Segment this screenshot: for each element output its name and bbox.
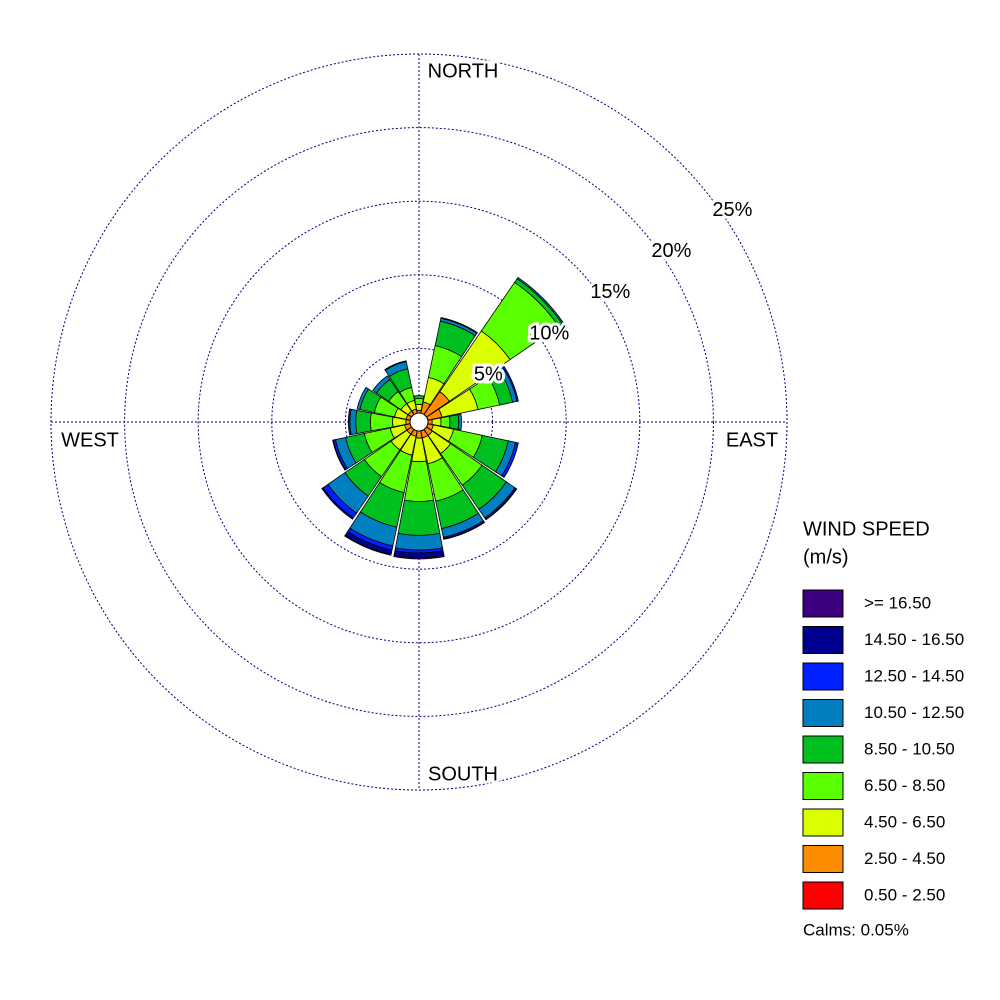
compass-label: NORTH (428, 60, 499, 82)
wind-segment (393, 554, 445, 560)
compass-label: EAST (726, 429, 778, 451)
legend-title: WIND SPEED (803, 518, 930, 540)
compass-label: SOUTH (428, 763, 498, 785)
legend-label: 8.50 - 10.50 (864, 739, 955, 758)
wind-segment (355, 409, 372, 435)
legend-swatch (802, 735, 844, 764)
calm-circle (409, 412, 429, 432)
ring-label: 20% (651, 240, 691, 262)
legend-swatch (802, 589, 844, 618)
legend-swatch (802, 662, 844, 691)
legend-swatch (802, 699, 844, 727)
wind-segment (332, 439, 347, 471)
legend-label: 12.50 - 14.50 (864, 666, 964, 685)
legend-label: 10.50 - 12.50 (864, 703, 964, 722)
legend-swatch (802, 626, 844, 654)
wind-segment (349, 408, 358, 436)
ring-label: 5% (474, 364, 503, 386)
compass-label: WEST (61, 429, 119, 451)
wind-segment (440, 415, 451, 429)
wind-segment (502, 365, 519, 402)
legend-swatch (802, 845, 844, 873)
wind-segment (344, 534, 392, 556)
wind-segment (448, 414, 460, 430)
ring-label: 15% (590, 281, 630, 303)
wind-segment (516, 276, 565, 325)
legend-label: 14.50 - 16.50 (864, 630, 964, 649)
legend-label: 6.50 - 8.50 (864, 776, 945, 795)
legend-unit: (m/s) (803, 546, 849, 568)
wind-segment (440, 317, 478, 334)
wind-segment (457, 413, 463, 431)
calms-text: Calms: 0.05% (803, 920, 909, 939)
wind-segment (415, 403, 423, 411)
wind-segment (356, 386, 369, 411)
legend-swatch (802, 772, 844, 800)
legend-label: 2.50 - 4.50 (864, 849, 945, 868)
wind-segment (394, 532, 444, 551)
legend-label: 4.50 - 6.50 (864, 812, 945, 831)
wind-segment (484, 487, 518, 521)
wind-segment (372, 375, 391, 394)
wind-segment (414, 398, 424, 406)
wind-segment (321, 487, 354, 520)
legend-label: >= 16.50 (864, 593, 931, 612)
ring-label: 10% (529, 322, 569, 344)
wind-segment (501, 441, 519, 479)
ring-label: 25% (712, 199, 752, 221)
legend-swatch (802, 881, 844, 910)
legend-swatch (802, 808, 844, 837)
wind-segment (347, 408, 352, 436)
wind-segment (443, 521, 486, 540)
wind-segment (413, 395, 425, 400)
wind-segment (397, 499, 441, 536)
legend-label: 0.50 - 2.50 (864, 885, 945, 904)
wind-segment (384, 360, 407, 371)
